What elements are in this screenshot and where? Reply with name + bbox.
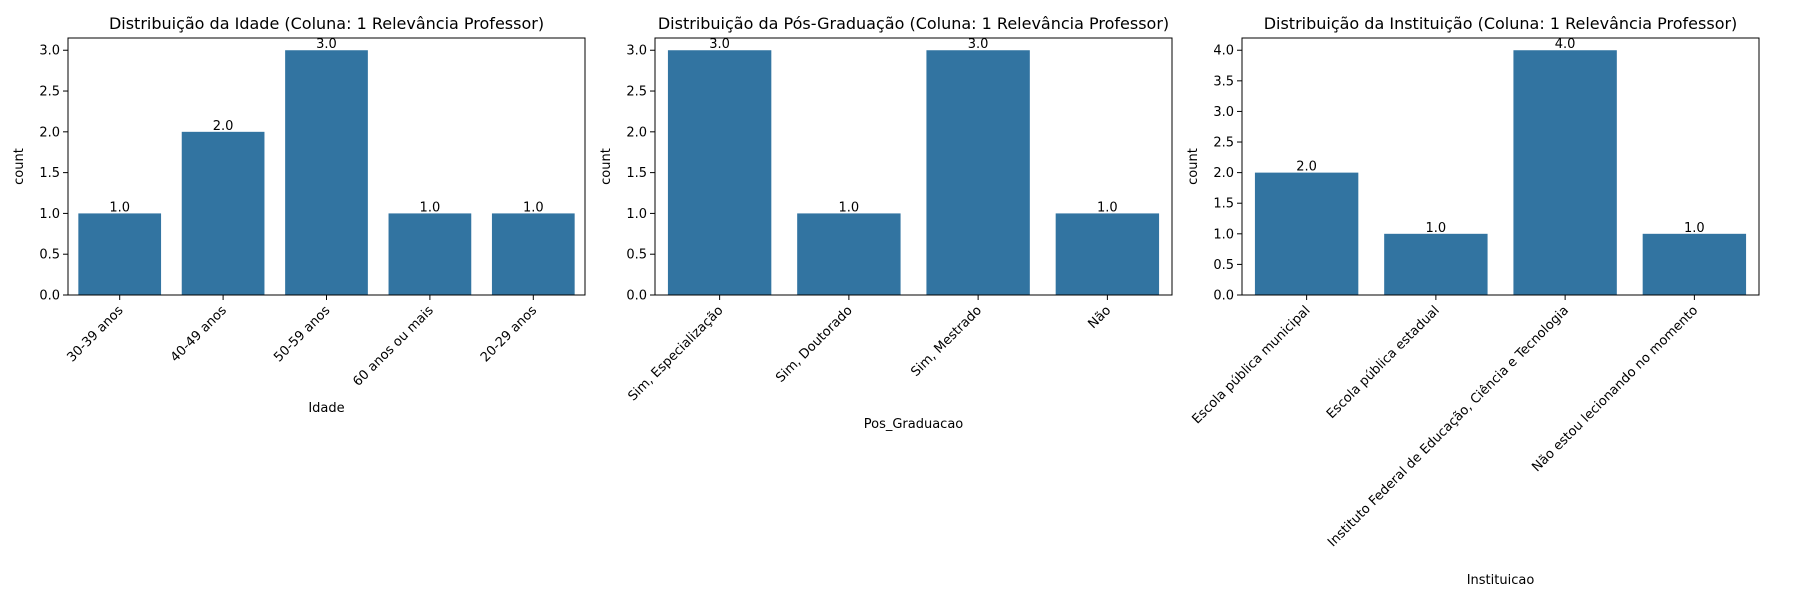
y-tick-label: 3.0 <box>1213 105 1234 120</box>
bar <box>797 213 901 295</box>
y-tick-label: 3.5 <box>1213 74 1234 89</box>
x-tick-label: 30-39 anos <box>64 303 126 365</box>
x-axis-label: Pos_Graduacao <box>864 417 964 432</box>
x-axis-label: Instituicao <box>1467 573 1535 588</box>
x-tick-label: Sim, Especialização <box>625 303 726 404</box>
chart-1: Distribuição da Idade (Coluna: 1 Relevân… <box>12 14 586 416</box>
y-tick-label: 2.0 <box>1213 166 1234 181</box>
chart-2: Distribuição da Pós-Graduação (Coluna: 1… <box>599 14 1173 432</box>
data-label: 2.0 <box>213 119 234 134</box>
y-tick-label: 2.0 <box>39 125 60 140</box>
bar <box>491 213 575 295</box>
bar <box>926 50 1030 295</box>
y-tick-label: 0.5 <box>39 248 60 263</box>
y-tick-label: 2.5 <box>1213 136 1234 151</box>
data-label: 3.0 <box>968 37 989 52</box>
y-tick-label: 1.0 <box>1213 227 1234 242</box>
y-tick-label: 1.0 <box>39 207 60 222</box>
data-label: 1.0 <box>1097 200 1118 215</box>
y-tick-label: 1.0 <box>626 207 647 222</box>
y-tick-label: 1.5 <box>39 166 60 181</box>
data-label: 1.0 <box>1426 221 1447 236</box>
chart-title: Distribuição da Pós-Graduação (Coluna: 1… <box>658 14 1169 33</box>
data-label: 1.0 <box>420 200 441 215</box>
bar <box>1254 172 1359 295</box>
y-tick-label: 3.0 <box>39 44 60 59</box>
x-tick-label: 20-29 anos <box>478 303 540 365</box>
x-axis-label: Idade <box>308 401 344 416</box>
x-tick-label: Sim, Doutorado <box>773 303 855 385</box>
bar <box>667 50 772 295</box>
axes-frame <box>1241 37 1760 296</box>
data-label: 1.0 <box>839 200 860 215</box>
data-label: 3.0 <box>316 37 337 52</box>
x-tick-label: 60 anos ou mais <box>350 303 436 389</box>
y-axis-label: count <box>12 148 27 185</box>
bar <box>1642 233 1747 295</box>
x-tick-label: 40-49 anos <box>168 303 230 365</box>
chart-3: Distribuição da Instituição (Coluna: 1 R… <box>1186 14 1760 588</box>
bar <box>181 131 265 295</box>
chart-title: Distribuição da Idade (Coluna: 1 Relevân… <box>109 14 544 33</box>
data-label: 1.0 <box>523 200 544 215</box>
y-axis-label: count <box>1186 148 1201 185</box>
x-tick-label: 50-59 anos <box>271 303 333 365</box>
y-tick-label: 3.0 <box>626 44 647 59</box>
y-tick-label: 1.5 <box>1213 197 1234 212</box>
y-tick-label: 2.5 <box>626 85 647 100</box>
bar <box>1384 233 1488 295</box>
x-tick-label: Não <box>1085 303 1114 332</box>
data-label: 2.0 <box>1296 160 1317 175</box>
bar <box>285 50 368 295</box>
y-tick-label: 2.5 <box>39 85 60 100</box>
data-label: 1.0 <box>1684 221 1705 236</box>
y-tick-label: 4.0 <box>1213 44 1234 59</box>
y-axis-label: count <box>599 148 614 185</box>
x-tick-label: Escola pública estadual <box>1324 303 1443 422</box>
axes-frame <box>67 37 586 296</box>
data-label: 4.0 <box>1555 37 1576 52</box>
chart-title: Distribuição da Instituição (Coluna: 1 R… <box>1264 14 1738 33</box>
x-tick-label: Sim, Mestrado <box>908 303 985 380</box>
y-tick-label: 1.5 <box>626 166 647 181</box>
y-tick-label: 0.5 <box>1213 258 1234 273</box>
bar <box>1055 213 1160 295</box>
x-tick-label: Instituto Federal de Educação, Ciência e… <box>1325 303 1572 550</box>
y-tick-label: 0.0 <box>626 289 647 304</box>
y-tick-label: 0.0 <box>39 289 60 304</box>
data-label: 3.0 <box>709 37 730 52</box>
y-tick-label: 0.0 <box>1213 289 1234 304</box>
axes-frame <box>654 37 1173 296</box>
bar <box>1513 50 1617 295</box>
bar <box>388 213 472 295</box>
y-tick-label: 0.5 <box>626 248 647 263</box>
data-label: 1.0 <box>109 200 130 215</box>
x-tick-label: Escola pública municipal <box>1189 303 1313 427</box>
y-tick-label: 2.0 <box>626 125 647 140</box>
bar <box>78 213 162 295</box>
